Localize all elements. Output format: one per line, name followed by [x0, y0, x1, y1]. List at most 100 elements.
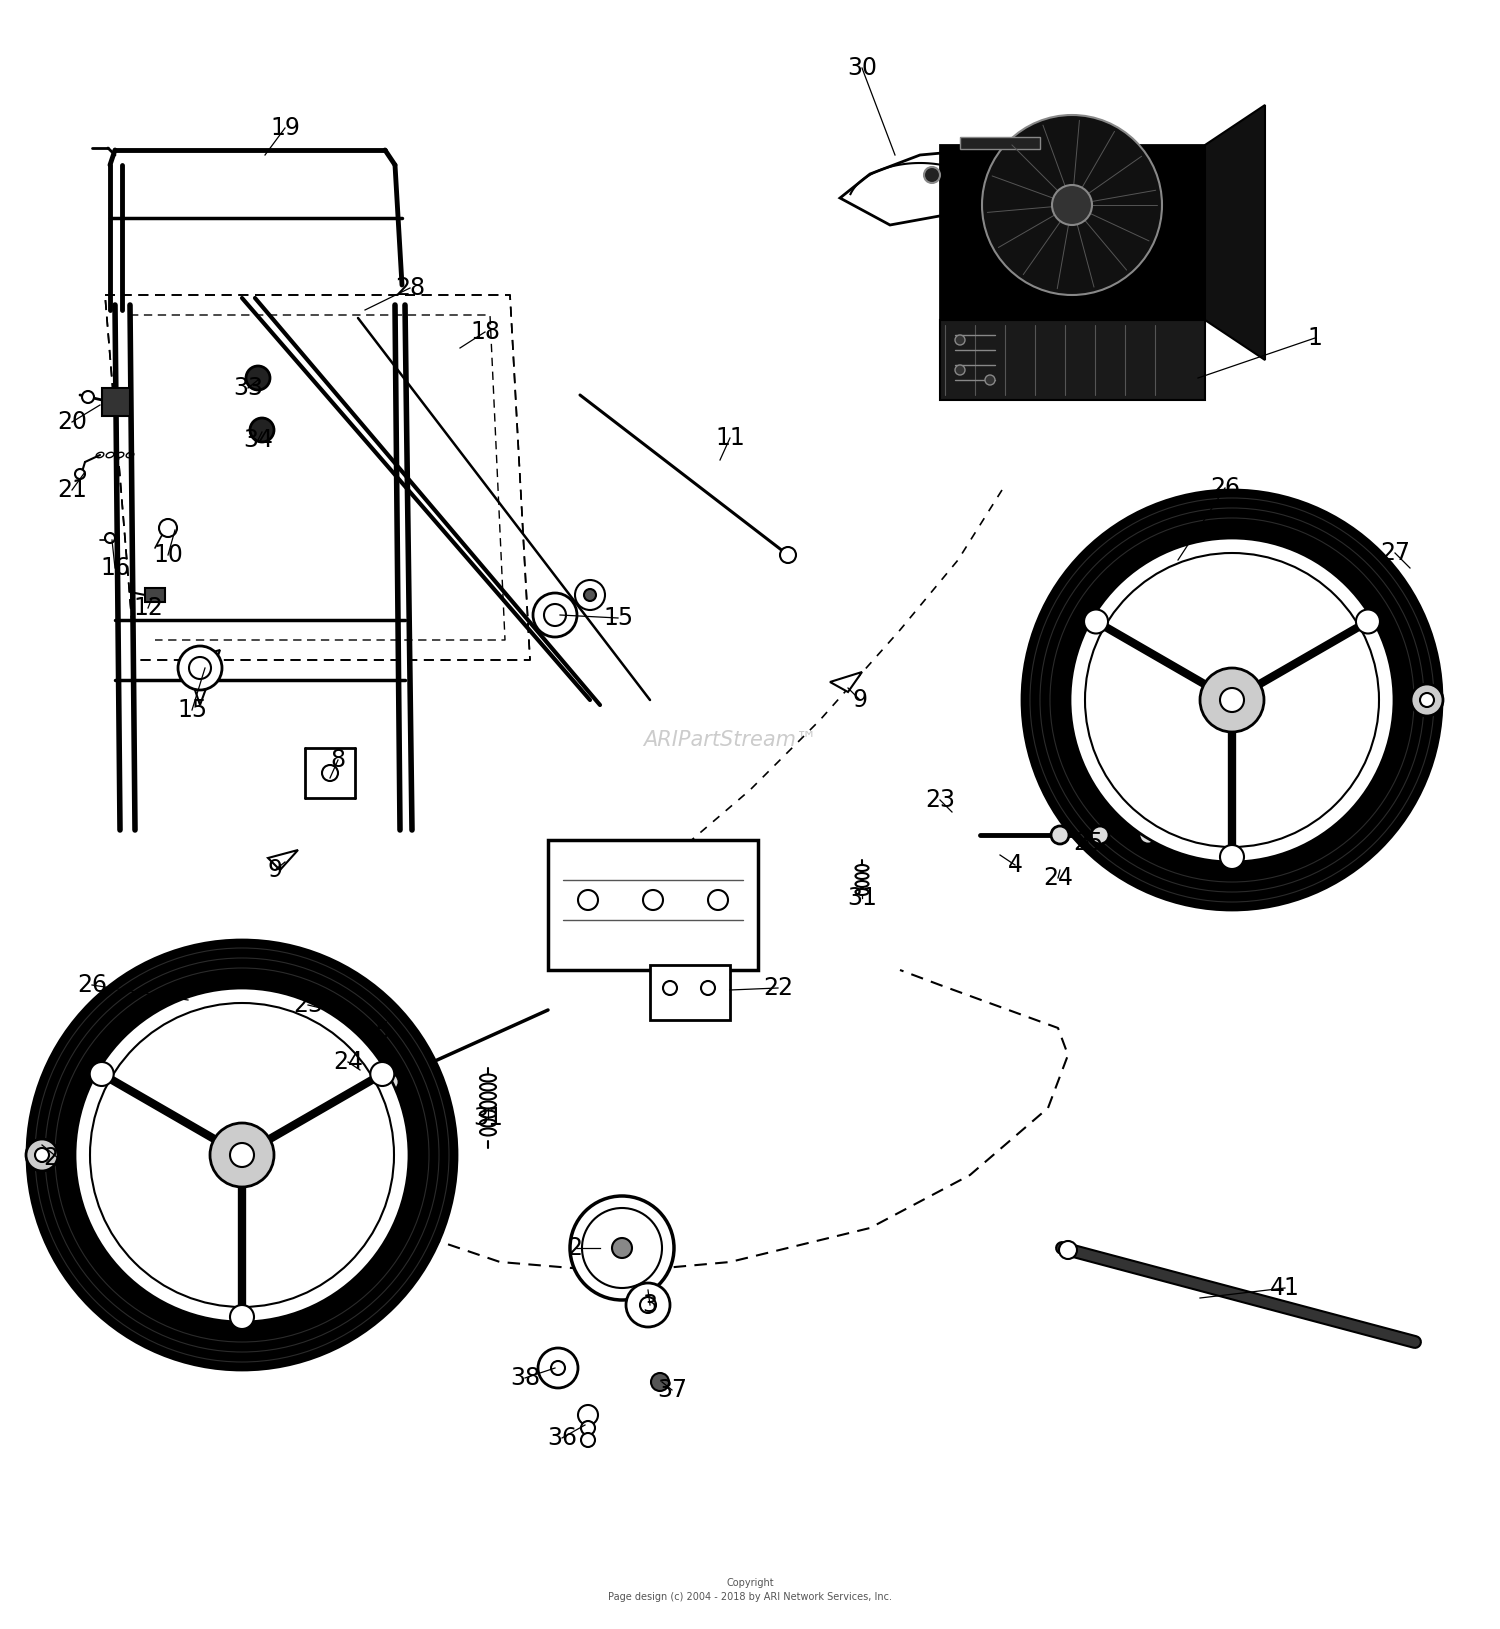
Circle shape: [663, 981, 676, 995]
Circle shape: [626, 1284, 670, 1328]
Circle shape: [1022, 490, 1442, 911]
Polygon shape: [940, 319, 1204, 401]
Text: 19: 19: [270, 116, 300, 140]
Circle shape: [350, 1091, 370, 1113]
Circle shape: [1220, 687, 1244, 712]
Ellipse shape: [480, 1111, 496, 1117]
Circle shape: [578, 889, 598, 911]
Ellipse shape: [480, 1129, 496, 1135]
Circle shape: [178, 647, 222, 691]
Circle shape: [246, 367, 270, 389]
Ellipse shape: [480, 1075, 496, 1082]
Ellipse shape: [480, 1093, 496, 1100]
Circle shape: [1070, 538, 1394, 862]
Text: 23: 23: [926, 788, 956, 811]
Bar: [102, 388, 130, 415]
Circle shape: [584, 590, 596, 601]
Text: 21: 21: [57, 477, 87, 502]
Text: 15: 15: [603, 606, 633, 630]
Text: 2: 2: [567, 1236, 582, 1259]
Text: 27: 27: [44, 1145, 74, 1170]
Text: 11: 11: [716, 427, 746, 450]
Circle shape: [1052, 186, 1092, 225]
Circle shape: [1084, 609, 1108, 634]
Ellipse shape: [855, 881, 868, 888]
Circle shape: [580, 1420, 596, 1435]
Circle shape: [1052, 826, 1070, 844]
Circle shape: [370, 1062, 394, 1087]
Text: 36: 36: [548, 1425, 578, 1450]
Circle shape: [708, 889, 728, 911]
Bar: [940, 145, 1204, 319]
Circle shape: [1420, 692, 1434, 707]
Text: 25: 25: [1072, 831, 1102, 855]
Polygon shape: [1204, 104, 1264, 360]
Circle shape: [578, 1404, 598, 1425]
Text: 8: 8: [330, 748, 345, 772]
Text: 20: 20: [57, 411, 87, 433]
Text: 31: 31: [472, 1106, 502, 1131]
Circle shape: [544, 604, 566, 626]
Circle shape: [230, 1305, 254, 1329]
Circle shape: [580, 1434, 596, 1447]
Circle shape: [640, 1297, 656, 1313]
Circle shape: [105, 533, 116, 542]
Bar: [960, 137, 1040, 148]
Text: 1: 1: [1308, 326, 1323, 350]
Circle shape: [924, 168, 940, 182]
Text: ARIPartStream™: ARIPartStream™: [644, 730, 818, 749]
Circle shape: [700, 981, 715, 995]
Circle shape: [644, 889, 663, 911]
Polygon shape: [184, 650, 220, 705]
Text: 26: 26: [1210, 476, 1240, 500]
Text: 3: 3: [642, 1293, 657, 1316]
Text: 28: 28: [394, 275, 424, 300]
Text: 16: 16: [100, 555, 130, 580]
Circle shape: [982, 116, 1162, 295]
Text: 37: 37: [657, 1378, 687, 1403]
Polygon shape: [268, 850, 298, 870]
Text: 34: 34: [243, 428, 273, 451]
Circle shape: [1084, 552, 1378, 847]
Text: 33: 33: [232, 376, 262, 401]
Circle shape: [1138, 826, 1156, 844]
Ellipse shape: [855, 873, 868, 880]
Text: 27: 27: [1380, 541, 1410, 565]
Text: 12: 12: [134, 596, 164, 621]
Circle shape: [612, 1238, 632, 1258]
Circle shape: [570, 1196, 674, 1300]
Circle shape: [230, 1144, 254, 1166]
Circle shape: [550, 1360, 566, 1375]
Text: 22: 22: [764, 976, 794, 1000]
Text: 23: 23: [292, 994, 322, 1016]
Text: 18: 18: [470, 319, 500, 344]
Ellipse shape: [855, 889, 868, 894]
Text: 30: 30: [847, 55, 877, 80]
Circle shape: [1412, 684, 1443, 717]
Circle shape: [322, 766, 338, 780]
Circle shape: [75, 989, 410, 1323]
Circle shape: [956, 365, 964, 375]
Circle shape: [26, 1139, 58, 1171]
Circle shape: [1059, 1241, 1077, 1259]
Circle shape: [582, 1209, 662, 1289]
Text: 26: 26: [76, 973, 106, 997]
Circle shape: [651, 1373, 669, 1391]
Text: 4: 4: [1008, 854, 1023, 876]
Circle shape: [1090, 826, 1108, 844]
Text: 41: 41: [1270, 1276, 1300, 1300]
Circle shape: [27, 940, 457, 1370]
Circle shape: [381, 1074, 399, 1091]
Circle shape: [320, 1108, 340, 1127]
Circle shape: [574, 580, 604, 609]
Text: 9: 9: [267, 858, 282, 881]
Circle shape: [90, 1003, 394, 1306]
Text: 15: 15: [177, 697, 207, 722]
Ellipse shape: [855, 865, 868, 872]
Circle shape: [34, 1148, 50, 1161]
Circle shape: [956, 336, 964, 345]
Text: 9: 9: [852, 687, 867, 712]
Ellipse shape: [480, 1101, 496, 1108]
Ellipse shape: [480, 1083, 496, 1090]
Circle shape: [1356, 609, 1380, 634]
